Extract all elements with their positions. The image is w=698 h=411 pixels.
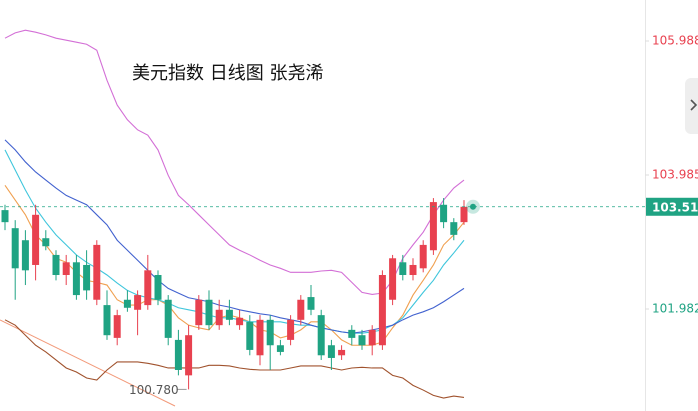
- collapse-icon[interactable]: [690, 99, 698, 111]
- candle-body: [93, 244, 101, 300]
- candle-body: [338, 349, 346, 356]
- candle-body: [450, 222, 458, 235]
- candle-body: [419, 244, 427, 269]
- y-tick-label: 105.988: [652, 34, 698, 48]
- candle-body: [123, 299, 131, 308]
- candle-body: [460, 206, 468, 223]
- candle-body: [205, 299, 213, 326]
- candle-body: [246, 321, 254, 350]
- candle-body: [389, 258, 397, 300]
- candle-body: [236, 317, 244, 326]
- trend-line: [0, 319, 176, 407]
- indicator-line: [4, 139, 465, 334]
- candle-body: [83, 264, 91, 291]
- candle-body: [32, 214, 40, 265]
- candle-body: [266, 319, 274, 346]
- last-price-dot: [470, 203, 476, 210]
- candle-body: [62, 262, 70, 276]
- candle-body: [297, 299, 305, 320]
- indicator-line: [4, 319, 465, 399]
- candle-body: [276, 345, 284, 352]
- candle-body: [358, 335, 366, 346]
- candle-body: [11, 228, 19, 269]
- candle-body: [215, 309, 223, 326]
- candle-body: [307, 297, 315, 310]
- collapse-tab-bg[interactable]: [685, 78, 698, 134]
- candle-body: [195, 299, 203, 326]
- candle-body: [440, 204, 448, 223]
- candle-body: [185, 335, 193, 376]
- candle-body: [327, 345, 335, 358]
- candle-body: [378, 275, 386, 346]
- last-price-box: [646, 197, 698, 216]
- candle-body: [317, 315, 325, 356]
- candle-body: [174, 339, 182, 370]
- candle-body: [42, 238, 50, 247]
- candle-body: [399, 262, 407, 276]
- candle-body: [409, 264, 417, 276]
- y-tick-label: 103.985: [652, 167, 698, 181]
- candle-body: [287, 319, 295, 340]
- candle-body: [368, 329, 376, 346]
- candle-body: [144, 270, 152, 306]
- last-price-label: 103.510: [652, 200, 698, 214]
- collapse-tab[interactable]: [685, 78, 698, 134]
- candle-body: [164, 299, 172, 338]
- candle-body: [256, 319, 264, 356]
- candle-body: [1, 210, 9, 223]
- candle-body: [429, 202, 437, 251]
- low-annotation-label: 100.780: [129, 383, 179, 397]
- chart-title: 美元指数 日线图 张尧浠: [132, 63, 323, 84]
- candle-body: [113, 315, 121, 338]
- candle-body: [21, 240, 29, 271]
- candle-body: [348, 329, 356, 338]
- indicator-line: [4, 149, 465, 334]
- indicator-line: [4, 185, 465, 346]
- candle-body: [225, 309, 233, 320]
- candle-body: [134, 295, 142, 310]
- candle-body: [103, 305, 111, 336]
- y-tick-label: 101.982: [652, 301, 698, 315]
- candle-body: [72, 262, 80, 296]
- candle-body: [154, 275, 162, 300]
- indicator-line: [4, 29, 465, 295]
- candle-body: [52, 254, 60, 276]
